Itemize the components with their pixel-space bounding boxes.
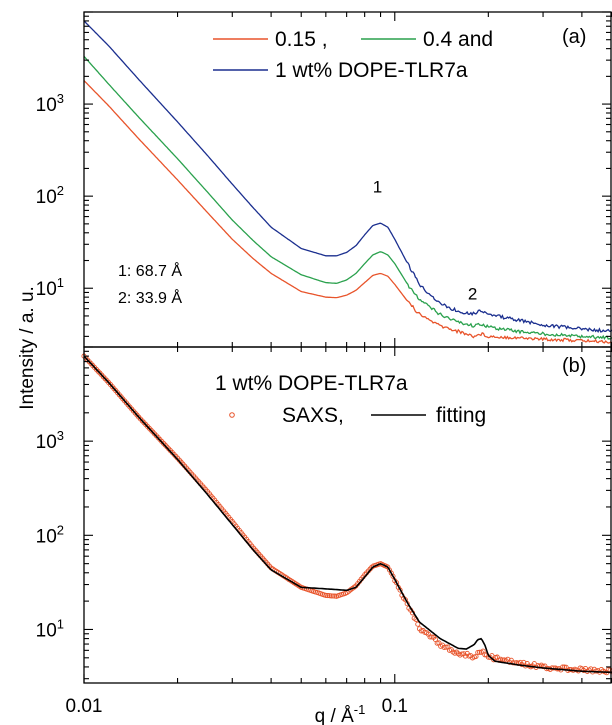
b-ytick-label-base: 10 [36,526,57,547]
d-spacing-1: 1: 68.7 Å [118,261,182,280]
panel-label-b: (b) [562,355,586,377]
legend-label-0.4: 0.4 and [423,28,493,51]
series-line-1-wt-DOPE-TLR7a [83,20,612,333]
x-axis-label-text: q / Å [315,706,354,725]
x-axis-label: q / Å-1 [315,702,366,725]
b-ytick-label: 101 [36,616,64,641]
data-point-saxs [325,593,331,599]
data-point-saxs [390,573,396,579]
x-axis-label-exponent: -1 [354,702,366,717]
legend-label-saxs: SAXS, [282,404,344,427]
x-tick-label: 0.01 [66,696,103,717]
panel-label-a: (a) [562,26,586,48]
legend-label-0.15: 0.15 , [275,28,328,51]
a-ytick-label-exp: 3 [57,91,64,106]
b-ytick-label-exp: 1 [57,616,64,631]
b-ytick-label: 102 [36,522,64,547]
data-point-saxs [330,593,336,599]
legend-marker-saxs [229,412,235,418]
data-point-saxs [394,580,400,586]
panel-b-frame [83,346,612,684]
data-point-saxs [427,634,433,640]
a-ytick-label: 103 [36,91,64,116]
a-ytick-label-base: 10 [36,95,57,116]
a-ytick-label-base: 10 [36,279,57,300]
legend-title-b: 1 wt% DOPE-TLR7a [215,372,408,395]
a-ytick-label: 101 [36,275,64,300]
panel-b-legend: 1 wt% DOPE-TLR7a SAXS, fitting [215,372,486,427]
peak-label-1: 1 [373,177,382,196]
series-line-fitting [83,355,612,674]
data-point-saxs [510,660,516,666]
data-point-saxs [328,593,334,599]
data-point-saxs [482,652,488,658]
series-line-0.4 [83,55,612,341]
data-point-saxs [443,644,449,650]
panel-a-series [83,20,612,344]
a-ytick-label-base: 10 [36,187,57,208]
a-ytick-label-exp: 1 [57,275,64,290]
peak-label-2: 2 [468,285,477,304]
series-line-0.15 [83,80,612,344]
legend-label-fitting: fitting [436,404,486,427]
panel-b-series [81,353,612,676]
data-point-saxs [475,649,481,656]
data-point-saxs [415,621,421,627]
b-ytick-label: 103 [36,428,64,453]
a-ytick-label-exp: 2 [57,183,64,198]
y-axis-label: Intensity / a. u. [17,286,38,410]
legend-label-1wt: 1 wt% DOPE-TLR7a [275,59,468,82]
b-ytick-label-exp: 2 [57,522,64,537]
b-ytick-label-exp: 3 [57,428,64,443]
a-ytick-label: 102 [36,183,64,208]
x-tick-label: 0.1 [382,696,408,717]
panel-a-legend: 0.15 , 0.4 and 1 wt% DOPE-TLR7a [213,28,493,82]
b-ytick-label-base: 10 [36,432,57,453]
data-point-saxs [323,592,329,598]
d-spacing-2: 2: 33.9 Å [118,288,182,307]
b-ytick-label-base: 10 [36,620,57,641]
